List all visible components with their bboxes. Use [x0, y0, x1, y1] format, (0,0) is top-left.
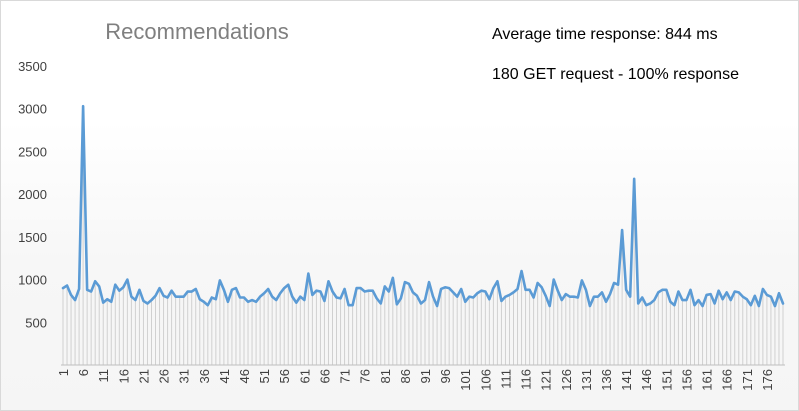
- x-tick-label: 171: [740, 369, 755, 391]
- x-tick-label: 121: [539, 369, 554, 391]
- x-tick-label: 136: [599, 369, 614, 391]
- x-tick-label: 21: [136, 369, 151, 383]
- x-tick-label: 151: [659, 369, 674, 391]
- x-tick-label: 141: [619, 369, 634, 391]
- x-tick-label: 166: [720, 369, 735, 391]
- x-tick-label: 1: [56, 369, 71, 376]
- series-layer: [61, 104, 785, 308]
- x-tick-label: 11: [96, 369, 111, 383]
- x-tick-label: 116: [519, 369, 534, 390]
- x-tick-label: 101: [458, 369, 473, 391]
- y-tick-label: 1000: [18, 273, 47, 288]
- chart-title: Recommendations: [105, 19, 288, 44]
- x-tick-label: 131: [579, 369, 594, 391]
- x-tick-label: 61: [297, 369, 312, 383]
- x-tick-label: 146: [639, 369, 654, 391]
- x-tick-label: 161: [700, 369, 715, 391]
- y-tick-label: 500: [25, 315, 47, 330]
- x-tick-label: 71: [338, 369, 353, 383]
- x-tick-label: 46: [237, 369, 252, 383]
- x-tick-label: 31: [177, 369, 192, 383]
- y-axis: 500 1000 1500 2000 2500 3000 3500: [18, 59, 47, 330]
- x-tick-label: 56: [277, 369, 292, 383]
- x-tick-label: 81: [378, 369, 393, 383]
- average-response-annotation: Average time response: 844 ms: [492, 26, 718, 43]
- y-tick-label: 2000: [18, 187, 47, 202]
- x-tick-label: 156: [679, 369, 694, 391]
- y-tick-label: 2500: [18, 144, 47, 159]
- x-tick-label: 16: [116, 369, 131, 383]
- x-tick-label: 106: [478, 369, 493, 391]
- x-tick-label: 66: [317, 369, 332, 383]
- x-tick-label: 41: [217, 369, 232, 383]
- y-tick-label: 1500: [18, 230, 47, 245]
- request-count-annotation: 180 GET request - 100% response: [492, 66, 739, 83]
- x-tick-label: 36: [197, 369, 212, 383]
- x-tick-label: 26: [157, 369, 172, 383]
- x-tick-label: 111: [498, 369, 513, 389]
- y-tick-label: 3000: [18, 102, 47, 117]
- x-tick-label: 91: [418, 369, 433, 383]
- x-tick-label: 51: [257, 369, 272, 383]
- x-tick-label: 76: [358, 369, 373, 383]
- x-tick-label: 176: [760, 369, 775, 391]
- x-tick-label: 6: [76, 369, 91, 376]
- x-tick-label: 126: [559, 369, 574, 391]
- x-tick-label: 96: [438, 369, 453, 383]
- x-axis: 1 6 11 16 21 26 31 36 41 46 51 56 61 66 71 76 81 86 91 96 10…: [56, 364, 785, 391]
- x-tick-label: 86: [398, 369, 413, 383]
- y-tick-label: 3500: [18, 59, 47, 74]
- drop-lines: [62, 106, 784, 365]
- series-line: [61, 104, 785, 308]
